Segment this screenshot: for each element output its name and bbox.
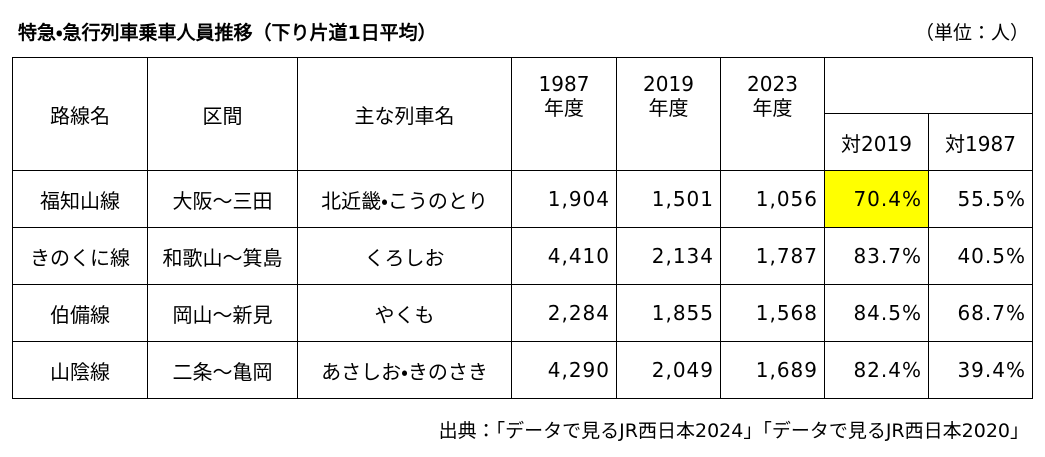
text-cell: 福知山線 xyxy=(12,170,148,228)
header-cell: 対1987 xyxy=(928,113,1033,171)
text-cell: 和歌山～箕島 xyxy=(147,227,298,285)
header-cell: 2023 年度 xyxy=(720,57,825,171)
number-cell: 1,568 xyxy=(720,284,825,342)
number-cell: 4,410 xyxy=(511,227,617,285)
table-row: きのくに線 和歌山～箕島 くろしお 4,410 2,134 1,787 83.7% 40.5% xyxy=(12,227,1033,285)
number-cell: 1,787 xyxy=(720,227,825,285)
table-row: 福知山線 大阪～三田 北近畿・こうのとり 1,904 1,501 1,056 70.4% 55… xyxy=(12,170,1033,228)
title: 特急・急行列車乗車人員推移（下り片道1日平均） xyxy=(18,22,437,44)
header-cell: 主な列車名 xyxy=(297,57,512,171)
year: 2019 xyxy=(643,72,694,96)
number-cell: 40.5% xyxy=(928,227,1033,285)
number-cell: 1,904 xyxy=(511,170,617,228)
number-cell: 84.5% xyxy=(824,284,929,342)
text-cell: やくも xyxy=(297,284,512,342)
number-cell: 70.4% xyxy=(824,170,929,228)
header-cell xyxy=(824,57,1033,114)
unit: （単位：人） xyxy=(914,22,1029,44)
header-row: 路線名 区間 主な列車名 1987 年度 2019 年度 2023 年度 xyxy=(12,57,1033,171)
year-suffix: 年度 xyxy=(752,96,793,120)
text-cell: 大阪～三田 xyxy=(147,170,298,228)
year-suffix: 年度 xyxy=(648,96,689,120)
number-cell: 82.4% xyxy=(824,341,929,399)
header-cell: 2019 年度 xyxy=(616,57,721,171)
table-row: 伯備線 岡山～新見 やくも 2,284 1,855 1,568 84.5% 68.7% xyxy=(12,284,1033,342)
text-cell: 北近畿・こうのとり xyxy=(297,170,512,228)
table: 路線名 区間 主な列車名 1987 年度 2019 年度 2023 年度 対2019 … xyxy=(12,57,1033,399)
year: 1987 xyxy=(538,72,590,96)
header-row: 対2019 対1987 xyxy=(13,113,1033,171)
header-cell: 対2019 xyxy=(824,113,929,171)
number-cell: 1,855 xyxy=(616,284,721,342)
number-cell: 1,056 xyxy=(720,170,825,228)
text-cell: くろしお xyxy=(297,227,512,285)
header-cell: 路線名 xyxy=(12,57,148,171)
year: 2023 xyxy=(747,72,798,96)
number-cell: 39.4% xyxy=(928,341,1033,399)
year-suffix: 年度 xyxy=(544,96,584,120)
text-cell: あさしお・きのさき xyxy=(297,341,512,399)
number-cell: 1,501 xyxy=(616,170,721,228)
number-cell: 68.7% xyxy=(928,284,1033,342)
text-cell: 伯備線 xyxy=(12,284,148,342)
number-cell: 83.7% xyxy=(824,227,929,285)
number-cell: 4,290 xyxy=(511,341,617,399)
text-cell: きのくに線 xyxy=(12,227,148,285)
header-cell: 1987 年度 xyxy=(511,57,617,171)
text-cell: 山陰線 xyxy=(12,341,148,399)
number-cell: 2,284 xyxy=(511,284,617,342)
number-cell: 1,689 xyxy=(720,341,825,399)
header-cell: 区間 xyxy=(147,57,298,171)
text-cell: 二条～亀岡 xyxy=(147,341,298,399)
number-cell: 2,134 xyxy=(616,227,721,285)
text-cell: 岡山～新見 xyxy=(147,284,298,342)
number-cell: 2,049 xyxy=(616,341,721,399)
table-row: 山陰線 二条～亀岡 あさしお・きのさき 4,290 2,049 1,689 82.4% 39.… xyxy=(12,341,1033,399)
source: 出典：「データで見るJR西日本2024」「データで見るJR西日本2020」 xyxy=(438,420,1029,442)
number-cell: 55.5% xyxy=(928,170,1033,228)
